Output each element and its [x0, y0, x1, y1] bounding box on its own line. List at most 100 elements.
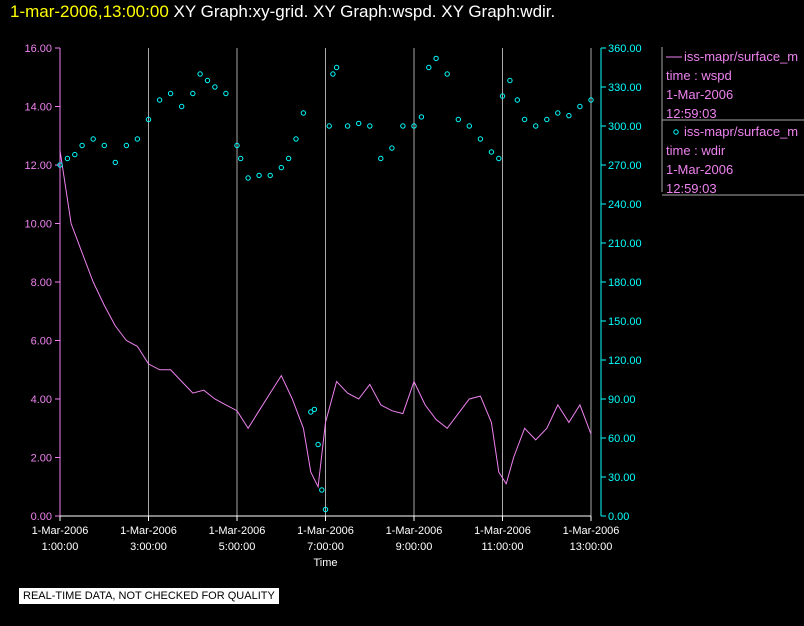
wdir-data-point: [319, 487, 325, 493]
wdir-data-point: [315, 441, 321, 448]
legend-series-info: 1-Mar-2006: [666, 87, 734, 102]
legend-series-info: 12:59:03: [666, 106, 717, 121]
x-tick-time-label: 3:00:00: [130, 541, 167, 553]
x-tick-time-label: 13:00:00: [570, 541, 613, 553]
wdir-data-point: [322, 506, 329, 513]
wdir-data-point: [507, 77, 513, 84]
wdir-data-point: [566, 112, 572, 119]
x-tick-time-label: 9:00:00: [396, 541, 433, 553]
wdir-data-point: [433, 55, 439, 62]
y-right-tick-label: 330.00: [608, 82, 642, 94]
wdir-data-point: [477, 136, 484, 142]
wdir-data-point: [367, 123, 373, 129]
wdir-data-point: [533, 123, 539, 129]
x-tick-date-label: 1-Mar-2006: [563, 525, 620, 537]
y-right-tick-label: 240.00: [608, 199, 642, 211]
x-tick-date-label: 1-Mar-2006: [32, 525, 89, 537]
y-right-tick-label: 150.00: [608, 316, 642, 328]
legend-series-info: 1-Mar-2006: [666, 162, 734, 177]
wdir-data-point: [444, 71, 450, 77]
legend-series-info: 12:59:03: [666, 181, 717, 196]
y-right-tick-label: 90.00: [608, 394, 636, 406]
wdir-data-point: [344, 123, 351, 129]
x-tick-time-label: 7:00:00: [307, 541, 344, 553]
y-left-tick-label: 16.00: [24, 43, 52, 55]
wdir-data-point: [285, 155, 292, 162]
x-tick-date-label: 1-Mar-2006: [120, 525, 177, 537]
wdir-data-point: [134, 136, 141, 142]
wdir-data-point: [167, 90, 174, 97]
wdir-data-point: [544, 116, 550, 123]
wdir-data-point: [466, 123, 472, 129]
quality-notice: REAL-TIME DATA, NOT CHECKED FOR QUALITY: [19, 588, 279, 604]
legend-series-name: iss-mapr/surface_m: [684, 124, 799, 139]
wdir-data-point: [256, 172, 262, 179]
wdir-data-point: [356, 120, 362, 127]
wspd-series-line: [59, 150, 592, 489]
wdir-data-point: [521, 116, 528, 123]
x-tick-date-label: 1-Mar-2006: [474, 525, 531, 537]
wdir-data-point: [496, 155, 502, 162]
x-tick-date-label: 1-Mar-2006: [297, 525, 354, 537]
legend-series-info: time : wspd: [666, 68, 732, 83]
chart-header: 1-mar-2006,13:00:00 XY Graph:xy-grid. XY…: [10, 2, 555, 22]
wdir-data-point: [488, 149, 495, 155]
wdir-data-point: [426, 64, 432, 71]
header-graph-titles: XY Graph:xy-grid. XY Graph:wspd. XY Grap…: [173, 2, 556, 21]
wdir-data-point: [204, 77, 211, 84]
wdir-data-point: [234, 142, 240, 149]
wdir-data-point: [123, 142, 130, 149]
wdir-data-point: [378, 155, 384, 162]
y-left-tick-label: 0.00: [31, 511, 52, 523]
wdir-data-point: [308, 409, 314, 415]
wdir-data-point: [300, 110, 307, 116]
x-tick-time-label: 5:00:00: [219, 541, 256, 553]
wdir-data-point: [79, 142, 85, 149]
legend-series-info: time : wdir: [666, 143, 726, 158]
wdir-data-point: [245, 175, 251, 181]
legend-series-name: iss-mapr/surface_m: [684, 49, 799, 64]
y-right-tick-label: 120.00: [608, 355, 642, 367]
y-right-tick-label: 30.00: [608, 472, 636, 484]
wdir-data-point: [112, 159, 119, 166]
wdir-data-point: [293, 136, 299, 142]
y-right-tick-label: 60.00: [608, 433, 636, 445]
y-left-tick-label: 14.00: [24, 102, 52, 114]
y-right-tick-label: 360.00: [608, 43, 642, 55]
wdir-data-point: [455, 116, 461, 123]
wdir-data-point: [311, 406, 318, 413]
y-right-tick-label: 210.00: [608, 238, 642, 250]
y-right-tick-label: 300.00: [608, 121, 642, 133]
wdir-data-point: [588, 97, 594, 103]
wdir-data-point: [418, 114, 425, 120]
wdir-data-point: [223, 90, 229, 97]
wdir-data-point: [238, 155, 244, 162]
wdir-data-point: [72, 151, 78, 158]
wdir-data-point: [555, 110, 561, 116]
y-left-tick-label: 4.00: [31, 394, 52, 406]
wdir-data-point: [90, 136, 96, 142]
y-left-tick-label: 6.00: [31, 336, 52, 348]
y-right-tick-label: 0.00: [608, 511, 629, 523]
wdir-data-point: [333, 64, 340, 71]
wdir-data-point: [400, 123, 406, 129]
y-right-tick-label: 270.00: [608, 160, 642, 172]
wdir-data-point: [212, 84, 218, 90]
wdir-data-point: [577, 103, 583, 110]
wdir-data-point: [499, 93, 506, 99]
wdir-data-point: [57, 162, 63, 168]
wdir-data-point: [326, 123, 332, 129]
y-left-tick-label: 8.00: [31, 277, 52, 289]
wdir-data-point: [197, 71, 203, 77]
y-left-tick-label: 10.00: [24, 219, 52, 231]
wdir-data-point: [179, 103, 185, 110]
wdir-data-point: [145, 116, 152, 123]
x-tick-time-label: 11:00:00: [481, 541, 523, 553]
legend-circle-swatch: [673, 129, 679, 135]
x-axis-label: Time: [313, 557, 337, 569]
y-right-tick-label: 180.00: [608, 277, 642, 289]
wdir-data-point: [156, 97, 163, 103]
x-tick-time-label: 1:00:00: [42, 541, 79, 553]
x-tick-date-label: 1-Mar-2006: [386, 525, 443, 537]
